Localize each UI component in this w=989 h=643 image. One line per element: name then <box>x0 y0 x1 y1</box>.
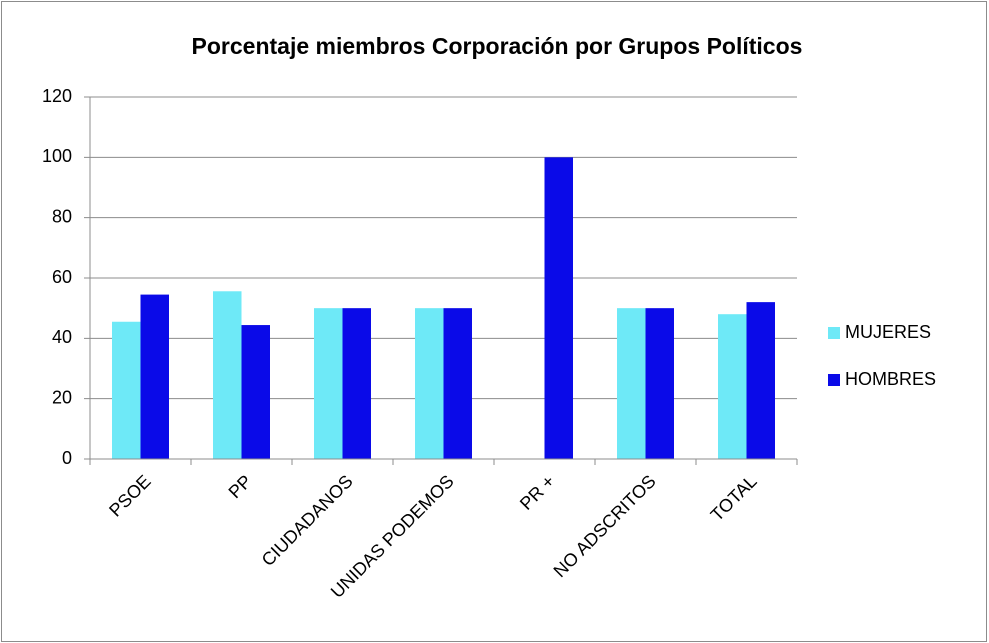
y-tick-label: 120 <box>42 86 72 106</box>
y-tick-label: 100 <box>42 146 72 166</box>
legend-swatch <box>828 374 840 386</box>
bar <box>544 157 573 460</box>
y-tick-label: 60 <box>52 267 72 287</box>
bar <box>140 294 169 459</box>
y-tick-label: 80 <box>52 206 72 226</box>
bar <box>443 308 472 459</box>
bar <box>241 325 270 459</box>
bar <box>645 308 674 459</box>
legend-label: HOMBRES <box>845 369 936 389</box>
legend-label: MUJERES <box>845 322 931 342</box>
bar <box>342 308 371 459</box>
bar <box>718 314 747 459</box>
bar <box>213 291 242 459</box>
y-tick-label: 40 <box>52 327 72 347</box>
legend-swatch <box>828 327 840 339</box>
y-tick-label: 0 <box>62 448 72 468</box>
y-tick-label: 20 <box>52 387 72 407</box>
bar <box>617 308 646 459</box>
chart-title: Porcentaje miembros Corporación por Grup… <box>192 33 803 59</box>
bar <box>746 302 775 459</box>
bar <box>112 321 141 459</box>
bar <box>314 308 343 459</box>
bar <box>415 308 444 459</box>
